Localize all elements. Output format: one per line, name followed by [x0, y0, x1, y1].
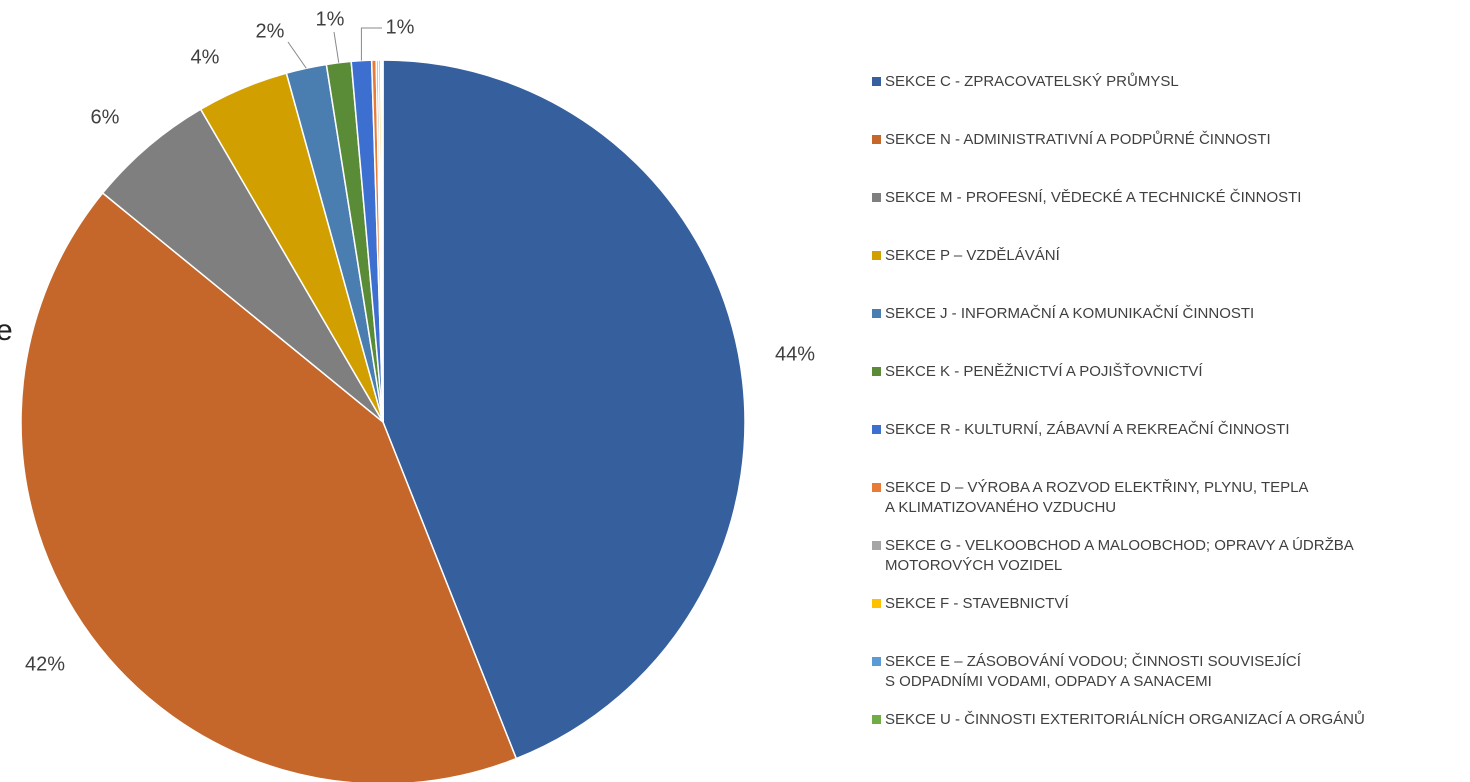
legend-item: SEKCE E – ZÁSOBOVÁNÍ VODOU; ČINNOSTI SOU… [872, 652, 1470, 692]
legend-label: SEKCE C - ZPRACOVATELSKÝ PRŮMYSL [885, 73, 1179, 90]
legend-swatch [872, 251, 881, 260]
legend-label: SEKCE P – VZDĚLÁVÁNÍ [885, 247, 1060, 264]
annotation: e [0, 314, 13, 347]
legend-swatch [872, 77, 881, 86]
legend-item: SEKCE K - PENĚŽNICTVÍ A POJIŠŤOVNICTVÍ [872, 362, 1470, 382]
pie-slice [382, 59, 746, 760]
legend-label: SEKCE K - PENĚŽNICTVÍ A POJIŠŤOVNICTVÍ [885, 363, 1203, 380]
legend-item: SEKCE G - VELKOOBCHOD A MALOOBCHOD; OPRA… [872, 536, 1470, 576]
legend-swatch [872, 483, 881, 492]
legend-label: SEKCE N - ADMINISTRATIVNÍ A PODPŮRNÉ ČIN… [885, 131, 1271, 148]
legend-item: SEKCE U - ČINNOSTI EXTERITORIÁLNÍCH ORGA… [872, 710, 1470, 730]
legend-label: SEKCE R - KULTURNÍ, ZÁBAVNÍ A REKREAČNÍ … [885, 421, 1290, 438]
legend-item: SEKCE J - INFORMAČNÍ A KOMUNIKAČNÍ ČINNO… [872, 304, 1470, 324]
legend-swatch [872, 599, 881, 608]
legend-label: SEKCE D – VÝROBA A ROZVOD ELEKTŘINY, PLY… [885, 479, 1309, 516]
legend-swatch [872, 541, 881, 550]
legend-item: SEKCE C - ZPRACOVATELSKÝ PRŮMYSL [872, 72, 1470, 92]
legend-label: SEKCE G - VELKOOBCHOD A MALOOBCHOD; OPRA… [885, 537, 1354, 574]
legend-swatch [872, 367, 881, 376]
legend-item: SEKCE P – VZDĚLÁVÁNÍ [872, 246, 1470, 266]
legend-swatch [872, 193, 881, 202]
data-label: 1% [316, 8, 345, 30]
leader-line [360, 27, 382, 61]
pie-slice [381, 59, 384, 423]
legend-swatch [872, 425, 881, 434]
data-label: 2% [256, 20, 285, 42]
legend-item: SEKCE N - ADMINISTRATIVNÍ A PODPŮRNÉ ČIN… [872, 130, 1470, 150]
chart: e 44% 42% 6% 4% 2% 1% 1% [0, 8, 815, 782]
legend-label: SEKCE F - STAVEBNICTVÍ [885, 595, 1069, 612]
legend-label: SEKCE J - INFORMAČNÍ A KOMUNIKAČNÍ ČINNO… [885, 305, 1255, 322]
legend-item: SEKCE D – VÝROBA A ROZVOD ELEKTŘINY, PLY… [872, 478, 1470, 518]
legend-swatch [872, 135, 881, 144]
pie-slice [101, 108, 384, 423]
pie-slice [20, 191, 518, 782]
data-label: 42% [25, 653, 65, 675]
data-label: 1% [386, 16, 415, 38]
legend-label: SEKCE M - PROFESNÍ, VĚDECKÉ A TECHNICKÉ … [885, 189, 1302, 206]
legend-item: SEKCE M - PROFESNÍ, VĚDECKÉ A TECHNICKÉ … [872, 188, 1470, 208]
leader-line [287, 41, 307, 69]
leader-line [333, 31, 340, 63]
data-label: 6% [91, 106, 120, 128]
legend-item: SEKCE F - STAVEBNICTVÍ [872, 594, 1470, 614]
legend-swatch [872, 715, 881, 724]
legend-label: SEKCE U - ČINNOSTI EXTERITORIÁLNÍCH ORGA… [885, 711, 1365, 728]
legend-label: SEKCE E – ZÁSOBOVÁNÍ VODOU; ČINNOSTI SOU… [885, 653, 1301, 690]
legend-item: SEKCE R - KULTURNÍ, ZÁBAVNÍ A REKREAČNÍ … [872, 420, 1470, 440]
legend-swatch [872, 309, 881, 318]
data-label: 44% [775, 343, 815, 365]
data-label: 4% [191, 46, 220, 68]
legend-swatch [872, 657, 881, 666]
